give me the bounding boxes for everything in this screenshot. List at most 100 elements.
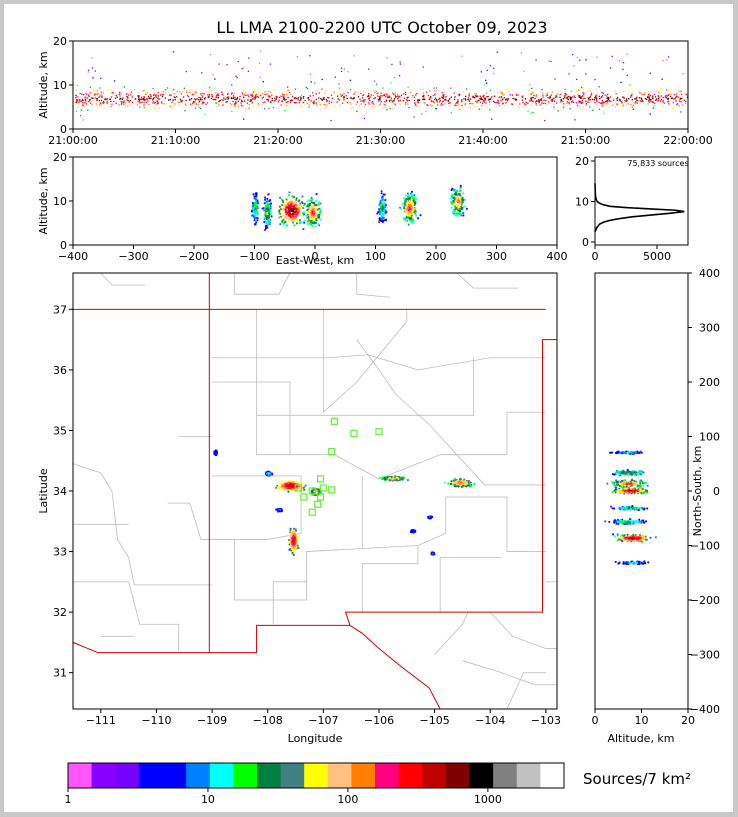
source-point — [264, 196, 266, 199]
source-point — [215, 96, 218, 98]
source-point — [493, 67, 495, 69]
source-point — [299, 214, 302, 217]
source-point — [243, 96, 245, 98]
source-point — [408, 217, 411, 220]
source-point — [599, 97, 601, 100]
source-point — [315, 212, 318, 215]
source-point — [561, 105, 564, 107]
source-point — [310, 201, 313, 204]
source-point — [375, 90, 377, 92]
source-point — [255, 96, 257, 98]
source-point — [620, 483, 623, 486]
source-point — [262, 101, 264, 104]
source-point — [611, 473, 614, 476]
source-point — [174, 97, 176, 99]
county-line — [489, 611, 557, 649]
source-point — [159, 94, 162, 96]
source-point — [531, 87, 533, 90]
source-point — [531, 96, 534, 99]
source-point — [616, 470, 618, 472]
source-point — [621, 452, 624, 455]
source-point — [553, 100, 556, 102]
source-point — [654, 99, 657, 101]
x-tick-label: −107 — [308, 714, 338, 727]
source-point — [442, 97, 444, 100]
source-point — [639, 481, 642, 484]
source-point — [662, 101, 664, 103]
source-point — [452, 199, 455, 202]
source-point — [407, 103, 409, 105]
source-point — [574, 96, 576, 99]
source-point — [310, 489, 313, 491]
source-point — [476, 101, 478, 104]
source-point — [458, 202, 461, 205]
source-point — [241, 68, 243, 70]
source-point — [214, 98, 216, 101]
source-point — [407, 211, 410, 214]
source-point — [79, 100, 81, 102]
source-point — [255, 93, 257, 96]
source-point — [349, 88, 352, 91]
source-point — [628, 451, 630, 454]
source-point — [287, 86, 289, 88]
source-point — [569, 108, 571, 110]
x-tick-label: 21:40:00 — [458, 134, 507, 147]
source-point — [350, 107, 352, 109]
source-point — [373, 90, 375, 92]
source-point — [254, 201, 257, 204]
source-point — [595, 94, 597, 97]
source-point — [397, 100, 400, 102]
source-point — [230, 97, 233, 99]
source-point — [254, 96, 256, 99]
source-point — [240, 99, 243, 101]
source-point — [292, 546, 295, 549]
source-point — [224, 98, 226, 100]
source-point — [179, 91, 181, 93]
source-point — [632, 471, 635, 474]
source-point — [557, 110, 559, 112]
source-point — [267, 193, 270, 196]
source-point — [403, 93, 405, 95]
source-point — [218, 63, 220, 65]
source-point — [413, 529, 416, 532]
source-point — [424, 98, 426, 101]
source-point — [585, 100, 587, 102]
source-point — [282, 94, 284, 96]
source-point — [110, 100, 112, 103]
source-point — [581, 86, 583, 89]
source-point — [376, 212, 379, 215]
source-point — [340, 70, 343, 73]
source-point — [280, 104, 282, 106]
source-point — [213, 451, 216, 454]
x-tick-label: 21:00:00 — [48, 134, 97, 147]
source-point — [410, 218, 413, 221]
source-point — [282, 97, 285, 99]
source-point — [138, 97, 140, 99]
source-point — [379, 104, 381, 106]
source-point — [427, 104, 429, 106]
source-point — [285, 208, 287, 211]
source-point — [623, 506, 626, 509]
source-point — [254, 208, 257, 211]
source-point — [140, 96, 143, 98]
source-point — [309, 73, 312, 75]
figure-frame: LL LMA 2100-2200 UTC October 09, 2023 21… — [4, 4, 733, 812]
source-point — [308, 104, 310, 106]
source-point — [515, 94, 518, 97]
source-point — [336, 95, 339, 97]
source-point — [296, 55, 298, 58]
source-point — [284, 217, 287, 219]
source-point — [330, 119, 332, 122]
source-point — [676, 103, 678, 106]
source-point — [343, 96, 345, 98]
source-point — [630, 471, 633, 474]
source-point — [152, 106, 155, 108]
source-point — [176, 96, 178, 98]
source-point — [381, 221, 384, 223]
source-point — [663, 102, 666, 104]
source-point — [270, 202, 272, 205]
source-point — [119, 95, 121, 97]
source-point — [157, 101, 159, 103]
source-point — [296, 204, 298, 207]
source-point — [634, 470, 637, 473]
